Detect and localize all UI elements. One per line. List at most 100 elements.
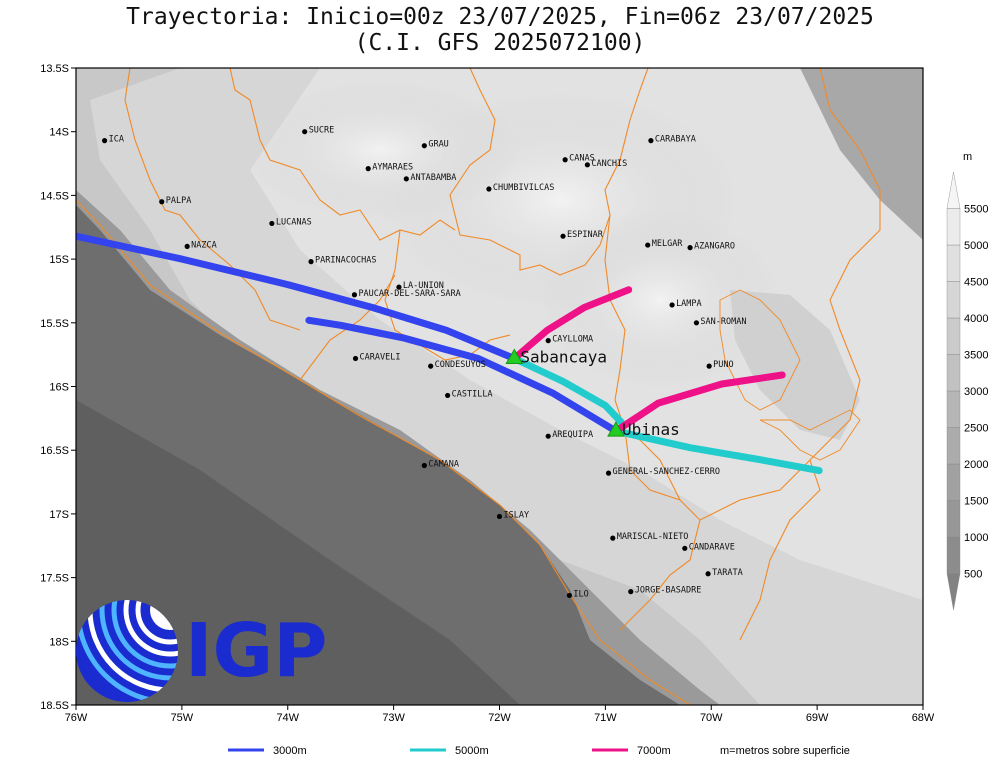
y-tick-label: 18.5S: [40, 700, 69, 712]
place-label: LAMPA: [676, 299, 702, 309]
y-tick-label: 14.5S: [40, 190, 69, 202]
place-label: SAN-ROMAN: [700, 317, 746, 327]
legend-label: 3000m: [273, 745, 307, 757]
place-label: ICA: [109, 135, 124, 145]
place-label: CARAVELI: [360, 352, 401, 362]
colorbar-tick-label: 3500: [964, 350, 988, 362]
place-label: AREQUIPA: [552, 430, 593, 440]
place-label: PARINACOCHAS: [315, 256, 376, 266]
place-marker: [610, 535, 616, 541]
y-tick-label: 15S: [49, 254, 69, 266]
trajectories: [76, 232, 823, 475]
volcano-icon: [505, 348, 524, 364]
place-label: AYMARAES: [372, 163, 413, 173]
colorbar-segment: [946, 573, 961, 611]
trajectory-5000m: [612, 427, 823, 475]
place-marker: [365, 166, 371, 172]
place-marker: [605, 470, 612, 476]
colorbar-tick-label: 3000: [964, 386, 988, 398]
legend: 3000m 5000m 7000m m=metros sobre superficie: [228, 745, 850, 757]
trajectory-3000m: [305, 316, 620, 435]
place-marker: [352, 355, 359, 362]
place-label: ISLAY: [504, 510, 530, 520]
place-marker: [687, 245, 693, 251]
place-label: LUCANAS: [276, 217, 312, 227]
colorbar-segment: [946, 354, 961, 392]
y-tick-label: 16S: [49, 382, 69, 394]
volcano-icon: [607, 421, 625, 437]
place-marker: [545, 338, 551, 344]
colorbar-segment: [946, 536, 961, 574]
colorbar-tick-label: 1000: [964, 532, 988, 544]
x-axis: 76W 75W 74W 73W 72W 71W 70W 69W 68W: [65, 705, 935, 724]
place-marker: [682, 545, 688, 551]
place-label: CARABAYA: [655, 135, 696, 145]
place-label: NAZCA: [191, 240, 217, 250]
place-label: AZANGARO: [694, 242, 735, 252]
terrain-layer: [76, 68, 923, 705]
x-tick-label: 69W: [806, 712, 829, 724]
volcano-label: Sabancaya: [520, 347, 607, 366]
colorbar-tick-label: 2500: [964, 423, 988, 435]
y-tick-label: 18S: [49, 636, 69, 648]
place-label: CAYLLOMA: [552, 335, 593, 345]
x-tick-label: 73W: [382, 712, 405, 724]
place-marker: [545, 433, 551, 439]
place-marker: [302, 129, 308, 135]
colorbar-tick-label: 5500: [964, 204, 988, 216]
place-label: PUNO: [713, 360, 733, 370]
y-tick-label: 13.5S: [40, 63, 69, 75]
place-label: CHUMBIVILCAS: [493, 183, 554, 193]
x-tick-label: 72W: [488, 712, 511, 724]
legend-label: 5000m: [455, 745, 489, 757]
volcano-markers: Sabancaya Ubinas: [505, 347, 680, 439]
trajectory-7000m: [612, 371, 786, 435]
x-tick-label: 70W: [700, 712, 723, 724]
place-label: GENERAL-SANCHEZ-CERRO: [613, 467, 720, 477]
colorbar-tick-label: 1500: [964, 496, 988, 508]
boundaries: [76, 68, 881, 705]
place-marker: [706, 363, 712, 369]
place-marker: [351, 292, 358, 298]
place-marker: [648, 138, 654, 144]
x-tick-label: 75W: [171, 712, 194, 724]
colorbar-segment: [946, 171, 961, 209]
place-label: ESPINAR: [567, 230, 604, 240]
x-tick-label: 76W: [65, 712, 88, 724]
place-marker: [562, 157, 568, 163]
place-marker: [445, 392, 451, 399]
place-label: ANTABAMBA: [410, 173, 456, 183]
place-marker: [669, 302, 675, 308]
colorbar-segment: [946, 317, 961, 355]
place-label: CAMANA: [428, 459, 459, 469]
place-marker: [308, 259, 314, 265]
igp-logo-text: IGP: [185, 608, 328, 694]
title-line-1: Trayectoria: Inicio=00z 23/07/2025, Fin=…: [126, 4, 874, 30]
colorbar-unit: m: [963, 151, 972, 163]
colorbar-segment: [946, 463, 961, 501]
colorbar-tick-label: 5000: [964, 240, 988, 252]
place-marker: [428, 363, 434, 369]
place-label: SUCRE: [309, 126, 335, 136]
place-marker: [421, 143, 427, 149]
place-marker: [566, 592, 572, 599]
place-label: CANDARAVE: [689, 542, 735, 552]
place-marker: [403, 176, 409, 182]
place-marker: [486, 186, 492, 192]
place-marker: [693, 320, 700, 326]
place-label: GRAU: [428, 140, 448, 150]
place-label: CANAS: [569, 154, 595, 164]
colorbar-tick-label: 2000: [964, 459, 988, 471]
place-marker: [584, 162, 590, 168]
place-label: MELGAR: [652, 239, 684, 249]
place-marker: [628, 589, 634, 595]
place-label: CASTILLA: [452, 389, 493, 399]
place-marker: [645, 242, 651, 248]
colorbar-segment: [946, 208, 961, 246]
colorbar-segment: [946, 244, 961, 282]
colorbar-tick-label: 4500: [964, 277, 988, 289]
place-marker: [421, 462, 427, 469]
y-tick-label: 15.5S: [40, 318, 69, 330]
